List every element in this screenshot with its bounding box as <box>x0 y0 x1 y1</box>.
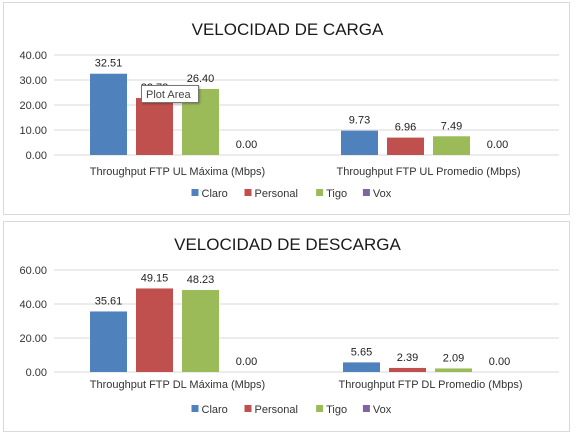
upload-legend-swatch-claro <box>191 189 199 196</box>
upload-bar-personal <box>387 137 424 155</box>
upload-chart-title: VELOCIDAD DE CARGA <box>192 20 384 39</box>
upload-y-tick-label: 30.00 <box>19 75 47 87</box>
upload-data-label: 0.00 <box>487 139 508 151</box>
download-legend-label-claro: Claro <box>202 404 228 416</box>
download-bar-claro <box>343 362 380 372</box>
download-y-tick-label: 20.00 <box>19 333 47 345</box>
download-category-label: Throughput FTP DL Promedio (Mbps) <box>338 379 522 391</box>
download-bar-tigo <box>435 368 472 372</box>
download-bar-tigo <box>182 290 219 372</box>
upload-legend-swatch-tigo <box>316 189 324 196</box>
download-y-tick-label: 60.00 <box>19 265 47 277</box>
download-legend-label-vox: Vox <box>373 404 392 416</box>
download-chart-title: VELOCIDAD DE DESCARGA <box>174 235 401 254</box>
download-legend-swatch-personal <box>244 405 252 412</box>
download-legend-label-personal: Personal <box>255 404 298 416</box>
upload-data-label: 0.00 <box>236 139 257 151</box>
upload-legend-label-claro: Claro <box>202 188 228 200</box>
download-chart-panel: VELOCIDAD DE DESCARGA 0.00 20.00 40.00 60.00… <box>3 221 570 432</box>
download-legend-swatch-vox <box>362 405 370 412</box>
upload-bar-personal <box>136 98 173 155</box>
download-bar-personal <box>389 367 426 372</box>
upload-y-tick-label: 10.00 <box>19 125 47 137</box>
download-data-label: 0.00 <box>489 356 510 368</box>
download-category-label: Throughput FTP DL Máxima (Mbps) <box>90 379 265 391</box>
download-legend-swatch-tigo <box>316 405 324 412</box>
upload-bar-claro <box>341 130 378 155</box>
download-bar-personal <box>136 288 173 372</box>
upload-y-tick-label: 0.00 <box>26 150 47 162</box>
upload-category-label: Throughput FTP UL Promedio (Mbps) <box>336 166 520 178</box>
upload-data-label: 9.73 <box>349 115 370 127</box>
plot-area-tooltip: Plot Area <box>141 85 199 103</box>
upload-chart-panel: VELOCIDAD DE CARGA 0.00 10.00 20.00 30.00 40.… <box>3 2 570 215</box>
download-legend-swatch-claro <box>191 405 199 412</box>
upload-category-label: Throughput FTP UL Máxima (Mbps) <box>90 166 265 178</box>
upload-y-tick-label: 20.00 <box>19 100 47 112</box>
download-data-label: 48.23 <box>187 274 215 286</box>
download-chart: VELOCIDAD DE DESCARGA 0.00 20.00 40.00 60.00… <box>19 235 559 416</box>
upload-legend-swatch-vox <box>362 189 370 196</box>
download-data-label: 2.09 <box>443 352 464 364</box>
download-data-label: 0.00 <box>236 356 257 368</box>
download-bar-claro <box>90 311 127 372</box>
download-data-label: 49.15 <box>141 272 169 284</box>
download-y-tick-label: 40.00 <box>19 299 47 311</box>
upload-bar-tigo <box>433 136 470 155</box>
download-y-tick-label: 0.00 <box>26 367 47 379</box>
download-legend-label-tigo: Tigo <box>326 404 347 416</box>
upload-data-label: 7.49 <box>441 120 462 132</box>
upload-legend-label-tigo: Tigo <box>326 188 347 200</box>
upload-bar-claro <box>90 73 127 155</box>
upload-y-tick-label: 40.00 <box>19 50 47 62</box>
download-data-label: 2.39 <box>397 352 418 364</box>
download-data-label: 5.65 <box>351 346 372 358</box>
upload-data-label: 6.96 <box>395 122 416 134</box>
upload-chart: VELOCIDAD DE CARGA 0.00 10.00 20.00 30.00 40.… <box>19 20 559 200</box>
upload-data-label: 32.51 <box>95 58 123 70</box>
download-data-label: 35.61 <box>95 295 123 307</box>
upload-data-label: 26.40 <box>187 73 215 85</box>
upload-legend-label-personal: Personal <box>255 188 298 200</box>
upload-legend-swatch-personal <box>244 189 252 196</box>
upload-legend-label-vox: Vox <box>373 188 392 200</box>
